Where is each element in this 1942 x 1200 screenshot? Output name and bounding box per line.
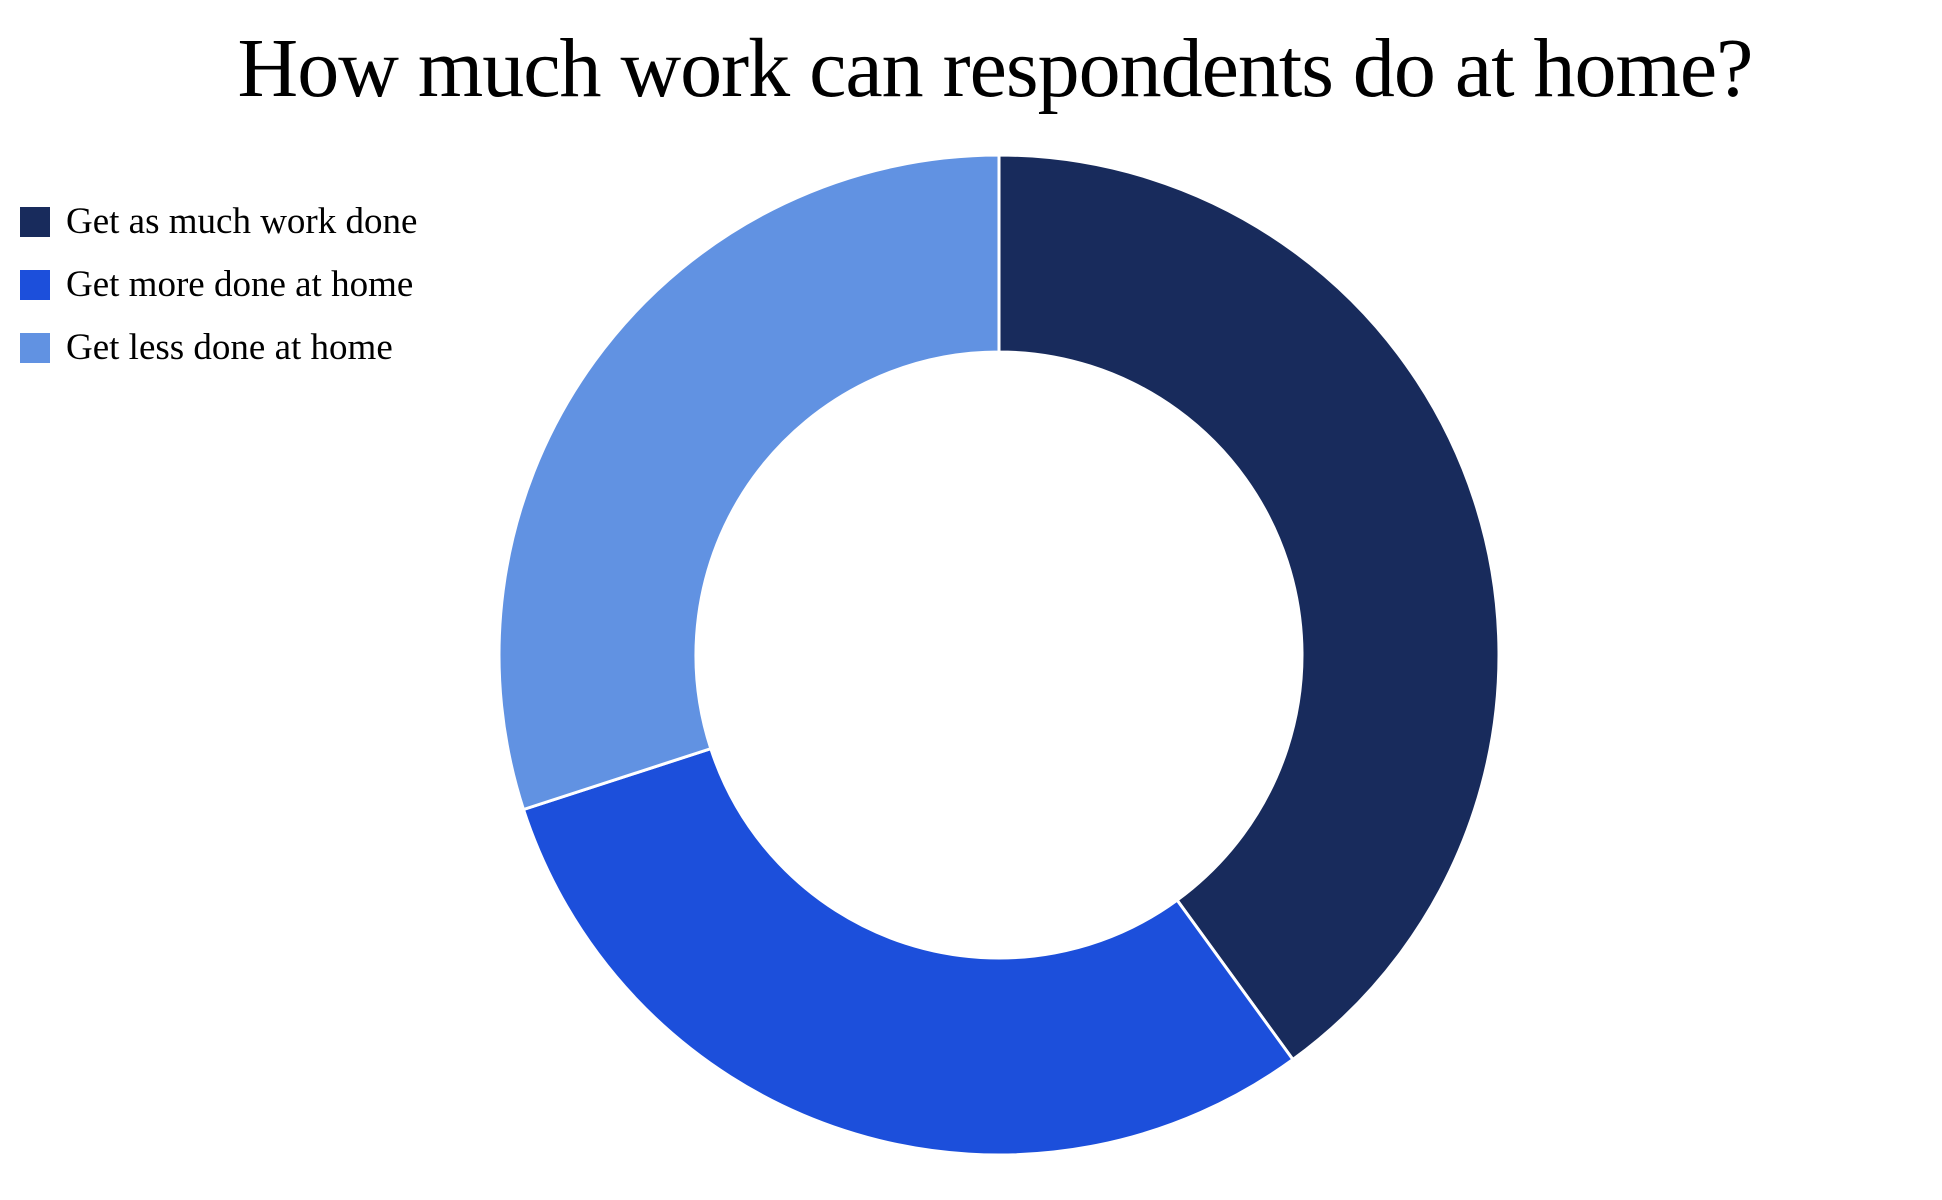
legend: Get as much work done Get more done at h… (20, 190, 417, 379)
legend-item-get-as-much-work-done[interactable]: Get as much work done (20, 190, 417, 253)
legend-label: Get as much work done (66, 201, 418, 242)
legend-item-get-less-done-at-home[interactable]: Get less done at home (20, 316, 417, 379)
legend-swatch-get-less-done-at-home (20, 332, 50, 363)
legend-swatch-get-more-done-at-home (20, 269, 50, 300)
legend-label: Get more done at home (66, 264, 414, 305)
legend-label: Get less done at home (66, 327, 393, 368)
chart-title: How much work can respondents do at home… (237, 22, 1754, 115)
legend-swatch-get-as-much-work-done (20, 206, 50, 237)
legend-item-get-more-done-at-home[interactable]: Get more done at home (20, 253, 417, 316)
donut-slice-get-as-much-work-done[interactable] (997, 153, 1501, 1062)
donut-slice-get-more-done-at-home[interactable] (521, 746, 1295, 1157)
donut-slice-get-less-done-at-home[interactable] (497, 153, 1001, 812)
